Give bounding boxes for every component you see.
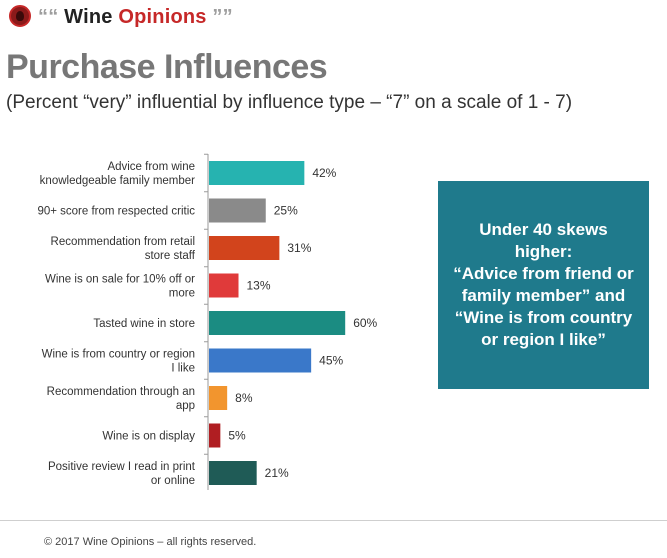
category-label: Recommendation from retail store staff [51,236,196,262]
callout-line: Under 40 skews [479,219,608,239]
bar [209,423,221,448]
bar-chart: Advice from wine knowledgeable family mem… [37,153,378,490]
callout-line: or region I like” [481,330,606,350]
value-label: 31% [287,241,311,255]
wine-logo-icon [9,5,31,27]
value-label: 8% [235,391,253,405]
bar [209,161,305,185]
header: ““ Wine Opinions ”” [0,0,667,36]
callout-line: higher: [514,241,573,261]
page-title: Purchase Influences [6,48,328,86]
bar [209,311,346,335]
category-label: Advice from wine knowledgeable family mem… [40,161,195,187]
callout-line: “Wine is from country [454,308,633,328]
category-label: Positive review I read in print or online [48,461,196,487]
brand-close-quote: ” [212,6,223,28]
value-label: 25% [274,204,298,218]
brand-close-quote-2: ” [222,6,233,28]
value-label: 13% [247,279,271,293]
brand-open-quote: “ [38,6,49,28]
value-label: 42% [312,166,336,180]
brand-word-wine: Wine [64,6,113,28]
value-label: 21% [265,466,289,480]
brand-word-opinions: Opinions [118,6,207,28]
category-label: Recommendation through an app [47,386,195,412]
callout-line: family member” and [461,286,626,305]
callout-line: “Advice from friend or [453,263,634,283]
category-label: 90+ score from respected critic [37,206,195,218]
callout-text: Under 40 skews higher: “Advice from frie… [453,219,633,352]
brand-open-quote-2: “ [48,6,59,28]
callout-box: Under 40 skews higher: “Advice from frie… [438,181,649,389]
footer-copyright: © 2017 Wine Opinions – all rights reserv… [44,536,257,548]
bar [209,386,228,410]
category-label: Wine is on display [102,431,195,443]
category-label: Tasted wine in store [93,318,195,330]
value-label: 60% [353,316,377,330]
category-label: Wine is from country or region I like [42,349,195,375]
page-subtitle: (Percent “very” influential by influence… [6,92,573,113]
bar [209,236,280,260]
bar [209,273,239,298]
brand-logo: ““ Wine Opinions ”” [38,6,233,29]
value-label: 45% [319,354,343,368]
footer-divider [0,520,667,521]
bar [209,198,266,223]
bar [209,348,312,373]
value-label: 5% [228,429,246,443]
category-label: Wine is on sale for 10% off or more [45,274,195,300]
bar [209,461,257,485]
